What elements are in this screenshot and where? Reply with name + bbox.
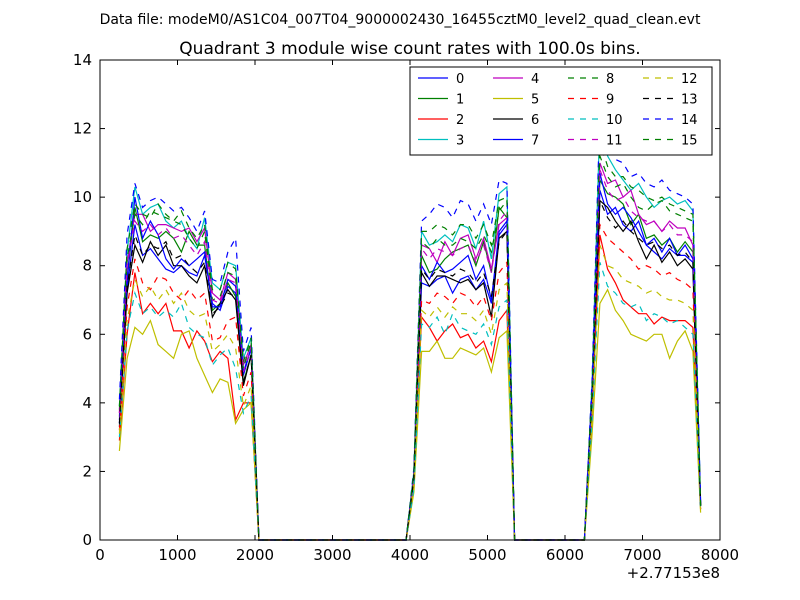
figure-supertitle: Data file: modeM0/AS1C04_007T04_90000024… xyxy=(100,12,701,28)
x-tick-label: 6000 xyxy=(546,546,584,564)
legend-label-6: 6 xyxy=(531,113,539,128)
series-7-line xyxy=(118,172,702,541)
series-11-line xyxy=(118,169,702,541)
x-tick-label: 0 xyxy=(95,546,105,564)
x-tick-label: 8000 xyxy=(701,546,739,564)
legend-label-11: 11 xyxy=(606,134,623,149)
legend-label-0: 0 xyxy=(456,72,464,87)
series-15-line xyxy=(118,142,702,541)
x-axis: 0 1000 2000 3000 4000 5000 6000 7000 8000 xyxy=(95,60,739,564)
series-9-line xyxy=(118,222,702,541)
legend-label-4: 4 xyxy=(531,72,539,87)
y-tick-label: 6 xyxy=(82,325,92,343)
x-offset-label: +2.77153e8 xyxy=(627,564,720,582)
series-10-line xyxy=(118,262,702,541)
series-3-line xyxy=(118,118,702,541)
legend-box xyxy=(409,66,713,156)
y-tick-label: 12 xyxy=(73,120,92,138)
x-tick-label: 7000 xyxy=(623,546,661,564)
x-tick-label: 4000 xyxy=(391,546,429,564)
legend-label-7: 7 xyxy=(531,134,539,149)
legend-label-8: 8 xyxy=(606,72,614,87)
legend-label-12: 12 xyxy=(681,72,698,87)
legend-label-9: 9 xyxy=(606,93,614,108)
y-tick-label: 0 xyxy=(82,531,92,549)
y-tick-label: 4 xyxy=(82,394,92,412)
series-12-line xyxy=(118,244,702,541)
legend-label-10: 10 xyxy=(606,113,623,128)
y-tick-label: 8 xyxy=(82,257,92,275)
series-4-line xyxy=(118,162,702,541)
chart-title: Quadrant 3 module wise count rates with … xyxy=(179,39,640,59)
legend-label-2: 2 xyxy=(456,113,464,128)
plot-lines xyxy=(118,111,702,541)
legend-label-13: 13 xyxy=(681,93,698,108)
legend-label-1: 1 xyxy=(456,93,464,108)
series-13-line xyxy=(118,200,702,541)
y-tick-label: 14 xyxy=(73,51,92,69)
legend-label-3: 3 xyxy=(456,134,464,149)
y-tick-label: 10 xyxy=(73,188,92,206)
x-tick-label: 2000 xyxy=(236,546,274,564)
legend-label-15: 15 xyxy=(681,134,698,149)
series-14-line xyxy=(118,111,702,541)
legend-label-5: 5 xyxy=(531,93,539,108)
x-tick-label: 3000 xyxy=(313,546,351,564)
legend-label-14: 14 xyxy=(681,113,698,128)
y-tick-label: 2 xyxy=(82,462,92,480)
x-tick-label: 1000 xyxy=(158,546,196,564)
x-tick-label: 5000 xyxy=(468,546,506,564)
